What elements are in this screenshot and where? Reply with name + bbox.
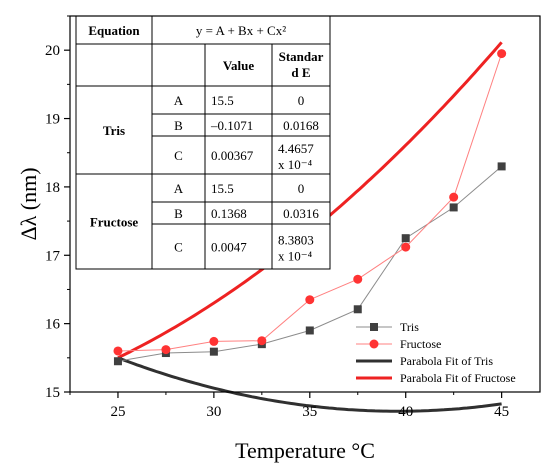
- table-col-value: Value: [223, 58, 255, 73]
- data-point: [305, 326, 314, 335]
- table-background: [75, 15, 331, 270]
- y-tick-label: 17: [45, 248, 61, 264]
- fit-curve-0: [117, 356, 502, 413]
- data-point: [401, 242, 411, 252]
- x-axis-title: Temperature °C: [235, 438, 375, 463]
- table-se: 8.3803: [278, 233, 314, 248]
- table-value: 0.0047: [211, 240, 247, 255]
- y-tick-label: 16: [45, 317, 61, 333]
- legend-label: Parabola Fit of Fructose: [400, 371, 516, 385]
- x-tick-label: 45: [494, 404, 509, 420]
- table-group-name: Tris: [103, 123, 125, 138]
- legend-marker: [369, 339, 379, 349]
- table-param: B: [174, 118, 183, 133]
- y-tick-label: 15: [45, 385, 60, 401]
- x-tick-label: 30: [206, 404, 221, 420]
- legend: Tris Fructose Parabola Fit of Tris Parabola…: [352, 318, 538, 388]
- data-point: [449, 203, 458, 212]
- table-se: 0: [298, 181, 305, 196]
- data-point: [353, 305, 362, 314]
- table-value: 0.1368: [211, 206, 247, 221]
- legend-label: Fructose: [400, 337, 441, 351]
- x-tick-label: 35: [302, 404, 317, 420]
- axes: 25 30 35 40 45 15 16 17 18 19 20 Temperature °C Δλ (…: [16, 15, 509, 463]
- legend-box: [352, 318, 538, 388]
- data-point: [257, 336, 267, 346]
- data-point: [161, 345, 171, 355]
- table-se-exponent: x 10⁻⁴: [278, 249, 313, 264]
- legend-label: Tris: [400, 320, 419, 334]
- table-value: 15.5: [211, 93, 234, 108]
- data-point: [449, 192, 459, 202]
- data-point: [497, 162, 506, 171]
- data-point: [209, 336, 219, 346]
- table-se-exponent: x 10⁻⁴: [278, 157, 313, 172]
- table-group-name: Fructose: [90, 215, 139, 230]
- y-tick-label: 20: [45, 43, 60, 59]
- table-equation-label: Equation: [88, 23, 140, 38]
- table-equation: y = A + Bx + Cx²: [196, 23, 286, 38]
- table-param: A: [174, 93, 184, 108]
- table-se: 0: [298, 93, 305, 108]
- table-col-se: d E: [291, 65, 310, 80]
- table-param: C: [174, 148, 183, 163]
- data-point: [113, 346, 123, 356]
- table-col-se: Standar: [279, 49, 324, 64]
- x-tick-label: 25: [110, 404, 125, 420]
- table-value: 15.5: [211, 181, 234, 196]
- table-param: B: [174, 206, 183, 221]
- data-point: [497, 49, 507, 59]
- x-tick-label: 40: [398, 404, 413, 420]
- table-value: –0.1071: [210, 118, 253, 133]
- legend-marker: [370, 323, 378, 331]
- table-value: 0.00367: [211, 148, 254, 163]
- data-point: [401, 234, 410, 243]
- table-param: A: [174, 181, 184, 196]
- table-se: 0.0316: [283, 206, 319, 221]
- table-se: 0.0168: [283, 118, 319, 133]
- plot-frame: [69, 15, 541, 393]
- data-point: [305, 295, 315, 305]
- table-se: 4.4657: [278, 141, 314, 156]
- data-point: [113, 357, 122, 366]
- y-axis-title: Δλ (nm): [16, 167, 41, 240]
- data-point: [353, 274, 363, 284]
- legend-label: Parabola Fit of Tris: [400, 354, 493, 368]
- data-point: [209, 347, 218, 356]
- y-tick-label: 18: [45, 180, 60, 196]
- table-param: C: [174, 240, 183, 255]
- data-layer: [113, 41, 507, 413]
- y-tick-label: 19: [45, 112, 60, 128]
